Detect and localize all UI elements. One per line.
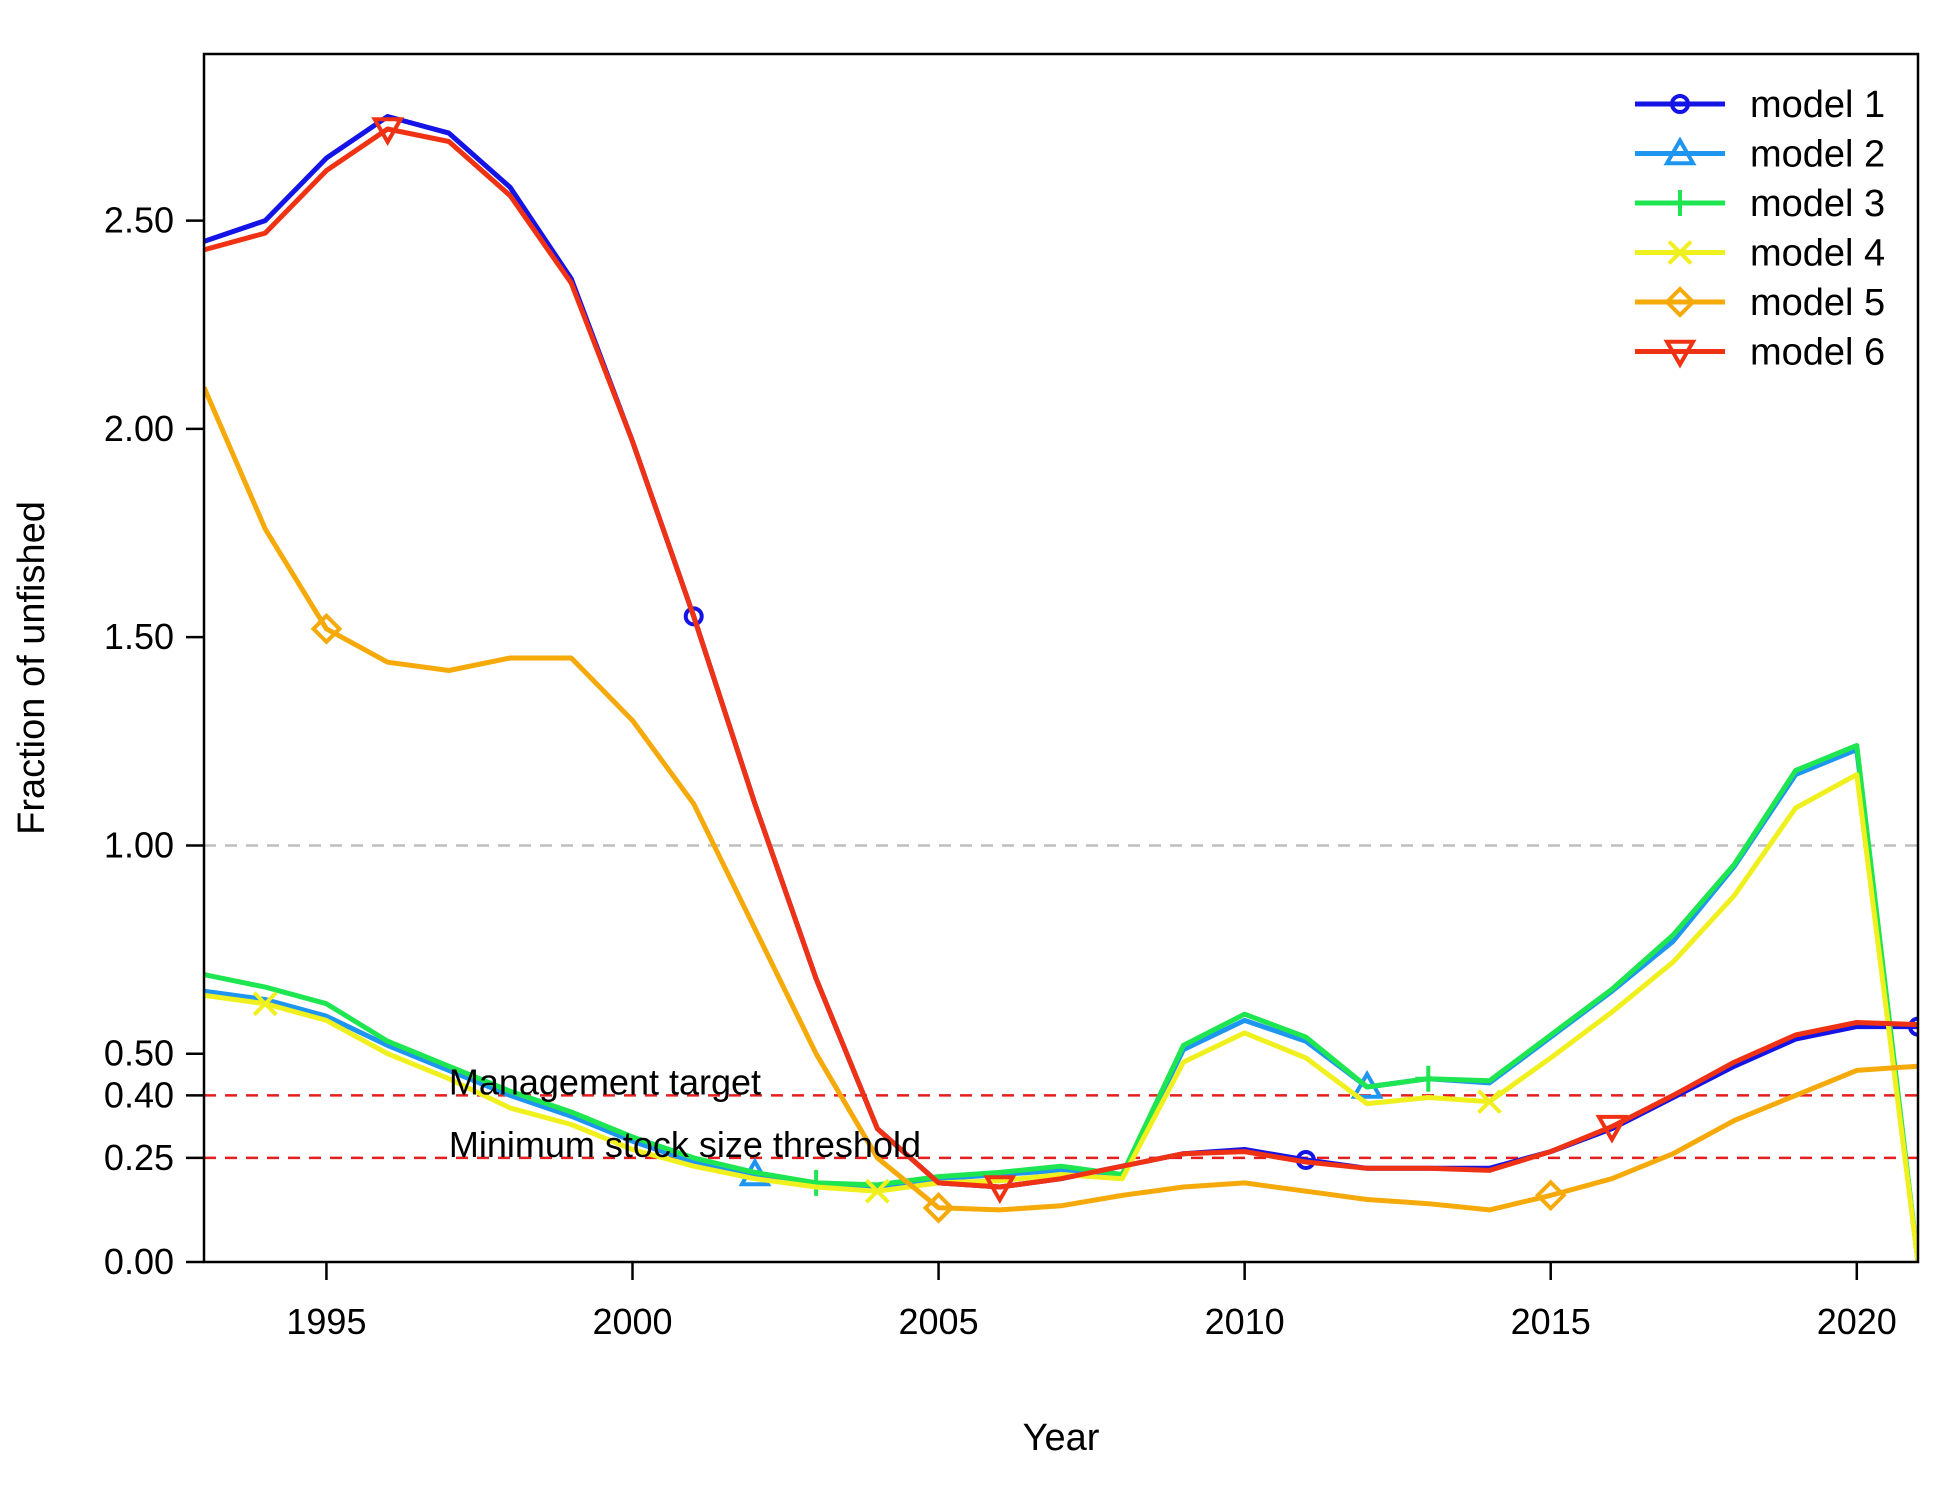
series-line-6 bbox=[204, 126, 1918, 1190]
y-tick-label-3: 0.50 bbox=[104, 1033, 174, 1074]
legend-item-3: model 3 bbox=[1635, 183, 1885, 225]
series-line-5 bbox=[204, 386, 1918, 1213]
series-5-point-1 bbox=[922, 1192, 955, 1224]
y-tick-label-1: 0.25 bbox=[104, 1137, 174, 1178]
legend-label-2: model 2 bbox=[1750, 134, 1885, 176]
reference-lines bbox=[204, 844, 1918, 1160]
series-5-point-0 bbox=[310, 613, 343, 645]
series-3-point-1 bbox=[1415, 1065, 1442, 1092]
series-1 bbox=[204, 114, 1918, 1190]
legend-item-6: model 6 bbox=[1635, 332, 1885, 374]
series-5-point-2 bbox=[1534, 1179, 1567, 1212]
y-axis-title: Fraction of unfished bbox=[11, 501, 53, 835]
y-tick-label-0: 0.00 bbox=[104, 1241, 174, 1282]
y-tick-label-4: 1.00 bbox=[104, 824, 174, 865]
legend-item-5: model 5 bbox=[1635, 282, 1885, 324]
legend-item-1: model 1 bbox=[1635, 84, 1885, 126]
series-line-4 bbox=[204, 772, 1918, 1262]
y-tick-label-6: 2.00 bbox=[104, 408, 174, 449]
series-2 bbox=[204, 747, 1918, 1262]
plot-frame bbox=[202, 52, 1920, 1264]
legend-marker-5 bbox=[1664, 286, 1696, 318]
legend-item-2: model 2 bbox=[1635, 134, 1885, 176]
legend-item-4: model 4 bbox=[1635, 233, 1885, 275]
x-tick-label-3: 2010 bbox=[1205, 1301, 1285, 1342]
y-axis: 0.00 0.25 0.400.50 1.00 1.50 2.00 2.50 bbox=[104, 200, 204, 1282]
x-axis: 1995 2000 2005 2010 2015 2020 bbox=[286, 1262, 1897, 1342]
x-axis-title: Year bbox=[1023, 1417, 1100, 1459]
legend-label-3: model 3 bbox=[1750, 183, 1885, 225]
series-5 bbox=[204, 386, 1918, 1224]
reference-label-2: Minimum stock size threshold bbox=[449, 1124, 921, 1165]
series-line-3 bbox=[204, 743, 1918, 1262]
series-6 bbox=[204, 117, 1918, 1205]
legend-marker-2 bbox=[1663, 136, 1697, 166]
series-6-point-0 bbox=[371, 117, 405, 147]
series-6-point-1 bbox=[983, 1175, 1017, 1205]
legend-marker-3 bbox=[1667, 190, 1693, 216]
series-line-2 bbox=[204, 747, 1918, 1262]
x-tick-label-5: 2020 bbox=[1817, 1301, 1897, 1342]
series-4-point-2 bbox=[1477, 1089, 1502, 1115]
y-tick-label-5: 1.50 bbox=[104, 616, 174, 657]
x-tick-label-1: 2000 bbox=[592, 1301, 672, 1342]
x-tick-label-4: 2015 bbox=[1511, 1301, 1591, 1342]
series-3-point-0 bbox=[803, 1169, 830, 1196]
x-tick-label-0: 1995 bbox=[286, 1301, 366, 1342]
series-3 bbox=[204, 743, 1918, 1262]
series-6-point-2 bbox=[1595, 1114, 1629, 1144]
series-4 bbox=[204, 772, 1918, 1262]
legend-marker-4 bbox=[1667, 240, 1693, 265]
legend-label-1: model 1 bbox=[1750, 84, 1885, 126]
x-tick-label-2: 2005 bbox=[899, 1301, 979, 1342]
reference-label-1: Management target bbox=[449, 1061, 761, 1102]
annotations: Management target Minimum stock size thre… bbox=[449, 1061, 921, 1164]
legend: model 1 model 2 model 3 model 4 model 5 model… bbox=[1635, 84, 1885, 374]
series-layer bbox=[204, 114, 1918, 1262]
legend-label-5: model 5 bbox=[1750, 282, 1885, 324]
legend-label-4: model 4 bbox=[1750, 233, 1885, 275]
legend-marker-1 bbox=[1670, 94, 1690, 114]
legend-label-6: model 6 bbox=[1750, 332, 1885, 374]
y-tick-label-2: 0.40 bbox=[104, 1074, 174, 1115]
y-tick-label-7: 2.50 bbox=[104, 200, 174, 241]
series-4-point-0 bbox=[252, 991, 278, 1017]
series-line-1 bbox=[204, 114, 1918, 1190]
legend-marker-6 bbox=[1663, 339, 1697, 369]
series-4-point-1 bbox=[864, 1178, 890, 1204]
